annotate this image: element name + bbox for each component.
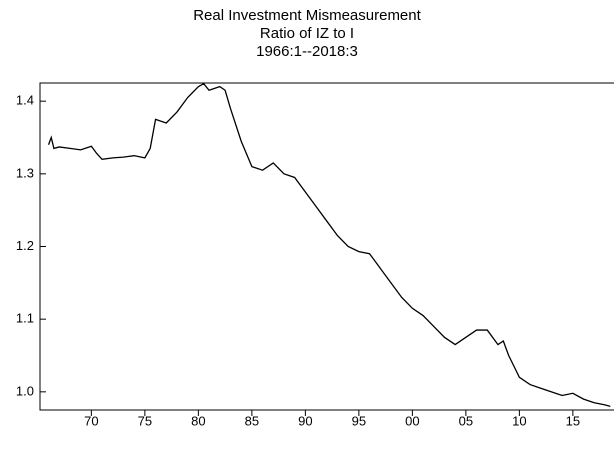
chart-period: 1966:1--2018:3 — [256, 43, 358, 60]
x-tick-label: 00 — [405, 413, 419, 428]
y-tick-label: 1.3 — [16, 165, 34, 180]
x-tick-label: 15 — [566, 413, 580, 428]
x-tick-label: 10 — [512, 413, 526, 428]
x-tick-label: 75 — [138, 413, 152, 428]
y-tick-label: 1.4 — [16, 93, 34, 108]
chart-title: Real Investment Mismeasurement — [193, 7, 421, 24]
x-tick-label: 85 — [245, 413, 259, 428]
x-tick-label: 70 — [84, 413, 98, 428]
x-tick-label: 95 — [352, 413, 366, 428]
chart-subtitle: Ratio of IZ to I — [260, 25, 354, 42]
x-tick-label: 80 — [191, 413, 205, 428]
data-line — [47, 82, 611, 407]
plot-frame — [39, 82, 614, 411]
x-tick-label: 05 — [459, 413, 473, 428]
x-tick-label: 90 — [298, 413, 312, 428]
y-tick-label: 1.0 — [16, 383, 34, 398]
y-tick-label: 1.1 — [16, 311, 34, 326]
y-tick-label: 1.2 — [16, 238, 34, 253]
